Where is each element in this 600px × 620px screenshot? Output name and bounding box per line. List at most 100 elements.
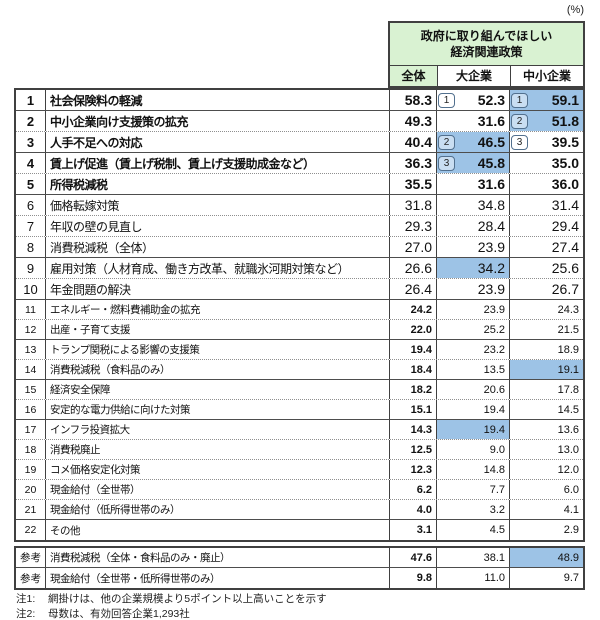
- rank-badge: 2: [511, 113, 528, 129]
- table-row: 5 所得税減税 35.5 31.6 36.0: [16, 174, 583, 195]
- value-daikigyo: 3.2: [436, 500, 509, 519]
- value-daikigyo-text: 19.4: [483, 423, 505, 436]
- policy-label: 安定的な電力供給に向けた対策: [45, 400, 389, 419]
- value-chushokigyo: 35.0: [509, 153, 583, 173]
- value-chushokigyo-text: 2.9: [563, 524, 579, 536]
- value-daikigyo: 23.2: [436, 340, 509, 359]
- row-number: 17: [24, 423, 37, 436]
- table-row: 10 年金問題の解決 26.4 23.9 26.7: [16, 279, 583, 300]
- value-zentai: 26.4: [389, 279, 436, 299]
- value-zentai-text: 24.2: [410, 303, 432, 316]
- value-daikigyo-text: 45.8: [477, 155, 505, 171]
- value-zentai: 18.2: [389, 380, 436, 399]
- value-zentai: 14.3: [389, 420, 436, 439]
- value-zentai: 22.0: [389, 320, 436, 339]
- value-chushokigyo: 4.1: [509, 500, 583, 519]
- policy-label: 現金給付（全世帯・低所得世帯のみ）: [45, 568, 389, 588]
- value-chushokigyo: 48.9: [509, 548, 583, 567]
- value-zentai-text: 58.3: [404, 92, 432, 108]
- value-zentai-text: 15.1: [410, 403, 432, 416]
- policy-label: 中小企業向け支援策の拡充: [45, 111, 389, 131]
- value-daikigyo: 23.9: [436, 237, 509, 257]
- row-number: 19: [24, 463, 37, 476]
- value-zentai: 6.2: [389, 480, 436, 499]
- value-chushokigyo-text: 18.9: [557, 343, 579, 356]
- column-header-daikigyo: 大企業: [437, 66, 510, 86]
- column-header-chushokigyo: 中小企業: [510, 66, 583, 86]
- unit-label: (%): [566, 4, 584, 16]
- policy-label: 年金問題の解決: [45, 279, 389, 299]
- policy-label: インフラ投資拡大: [45, 420, 389, 439]
- value-chushokigyo-text: 6.0: [563, 483, 579, 496]
- value-chushokigyo-text: 48.9: [557, 551, 579, 564]
- value-daikigyo: 1 52.3: [436, 90, 509, 110]
- value-daikigyo-text: 23.2: [483, 343, 505, 356]
- row-number: 22: [24, 524, 37, 536]
- value-daikigyo: 19.4: [436, 420, 509, 439]
- value-zentai: 36.3: [389, 153, 436, 173]
- footnote-2-label: 注2:: [16, 608, 36, 620]
- value-chushokigyo-text: 31.4: [551, 197, 579, 213]
- value-daikigyo-text: 38.1: [483, 551, 505, 564]
- table-row: 20 現金給付（全世帯） 6.2 7.7 6.0: [16, 480, 583, 500]
- value-zentai: 47.6: [389, 548, 436, 567]
- value-chushokigyo: 31.4: [509, 195, 583, 215]
- value-zentai-text: 29.3: [404, 218, 432, 234]
- value-chushokigyo: 1 59.1: [509, 90, 583, 110]
- policy-label: その他: [45, 520, 389, 540]
- row-number: 8: [26, 239, 35, 255]
- value-zentai: 18.4: [389, 360, 436, 379]
- table-row: 9 雇用対策（人材育成、働き方改革、就職氷河期対策など） 26.6 34.2 25.6: [16, 258, 583, 279]
- policy-label: 社会保険料の軽減: [45, 90, 389, 110]
- value-chushokigyo: 3 39.5: [509, 132, 583, 152]
- row-number: 15: [24, 383, 37, 396]
- value-chushokigyo: 26.7: [509, 279, 583, 299]
- policy-label: 所得税減税: [45, 174, 389, 194]
- value-chushokigyo-text: 36.0: [551, 176, 579, 192]
- value-zentai: 12.3: [389, 460, 436, 479]
- value-zentai-text: 40.4: [404, 134, 432, 150]
- policy-label: トランプ関税による影響の支援策: [45, 340, 389, 359]
- value-chushokigyo: 17.8: [509, 380, 583, 399]
- value-zentai-text: 27.0: [404, 239, 432, 255]
- rank-badge: 2: [438, 134, 455, 150]
- value-zentai: 58.3: [389, 90, 436, 110]
- value-zentai-text: 19.4: [410, 343, 432, 356]
- row-number: 5: [26, 176, 35, 192]
- value-zentai-text: 49.3: [404, 113, 432, 129]
- value-daikigyo: 9.0: [436, 440, 509, 459]
- rank-badge: 3: [438, 155, 455, 171]
- value-zentai-text: 12.3: [410, 463, 432, 476]
- value-zentai: 26.6: [389, 258, 436, 278]
- value-chushokigyo: 24.3: [509, 300, 583, 319]
- value-chushokigyo: 12.0: [509, 460, 583, 479]
- value-zentai-text: 26.4: [404, 281, 432, 297]
- column-header-row: 全体 大企業 中小企業: [390, 66, 583, 86]
- value-chushokigyo-text: 17.8: [557, 383, 579, 396]
- value-chushokigyo: 27.4: [509, 237, 583, 257]
- value-daikigyo-text: 31.6: [477, 176, 505, 192]
- value-chushokigyo-text: 24.3: [557, 303, 579, 316]
- value-daikigyo-text: 23.9: [477, 281, 505, 297]
- footnote-2: 注2: 母数は、有効回答企業1,293社: [16, 607, 327, 620]
- value-daikigyo-text: 34.2: [477, 260, 505, 276]
- value-daikigyo: 13.5: [436, 360, 509, 379]
- footnote-1: 注1: 網掛けは、他の企業規模より5ポイント以上高いことを示す: [16, 592, 327, 606]
- value-chushokigyo-text: 35.0: [551, 155, 579, 171]
- table-row: 18 消費税廃止 12.5 9.0 13.0: [16, 440, 583, 460]
- table-row: 7 年収の壁の見直し 29.3 28.4 29.4: [16, 216, 583, 237]
- footnote-2-text: 母数は、有効回答企業1,293社: [48, 608, 190, 620]
- table-row: 11 エネルギー・燃料費補助金の拡充 24.2 23.9 24.3: [16, 300, 583, 320]
- value-daikigyo-text: 34.8: [477, 197, 505, 213]
- value-chushokigyo-text: 29.4: [551, 218, 579, 234]
- policy-label: 消費税減税（全体）: [45, 237, 389, 257]
- table-header: 政府に取り組んでほしい 経済関連政策 全体 大企業 中小企業: [388, 21, 585, 88]
- value-chushokigyo: 14.5: [509, 400, 583, 419]
- value-daikigyo-text: 25.2: [483, 323, 505, 336]
- column-header-zentai: 全体: [390, 66, 437, 86]
- value-zentai: 9.8: [389, 568, 436, 588]
- value-zentai: 27.0: [389, 237, 436, 257]
- value-zentai-text: 26.6: [404, 260, 432, 276]
- value-daikigyo: 23.9: [436, 279, 509, 299]
